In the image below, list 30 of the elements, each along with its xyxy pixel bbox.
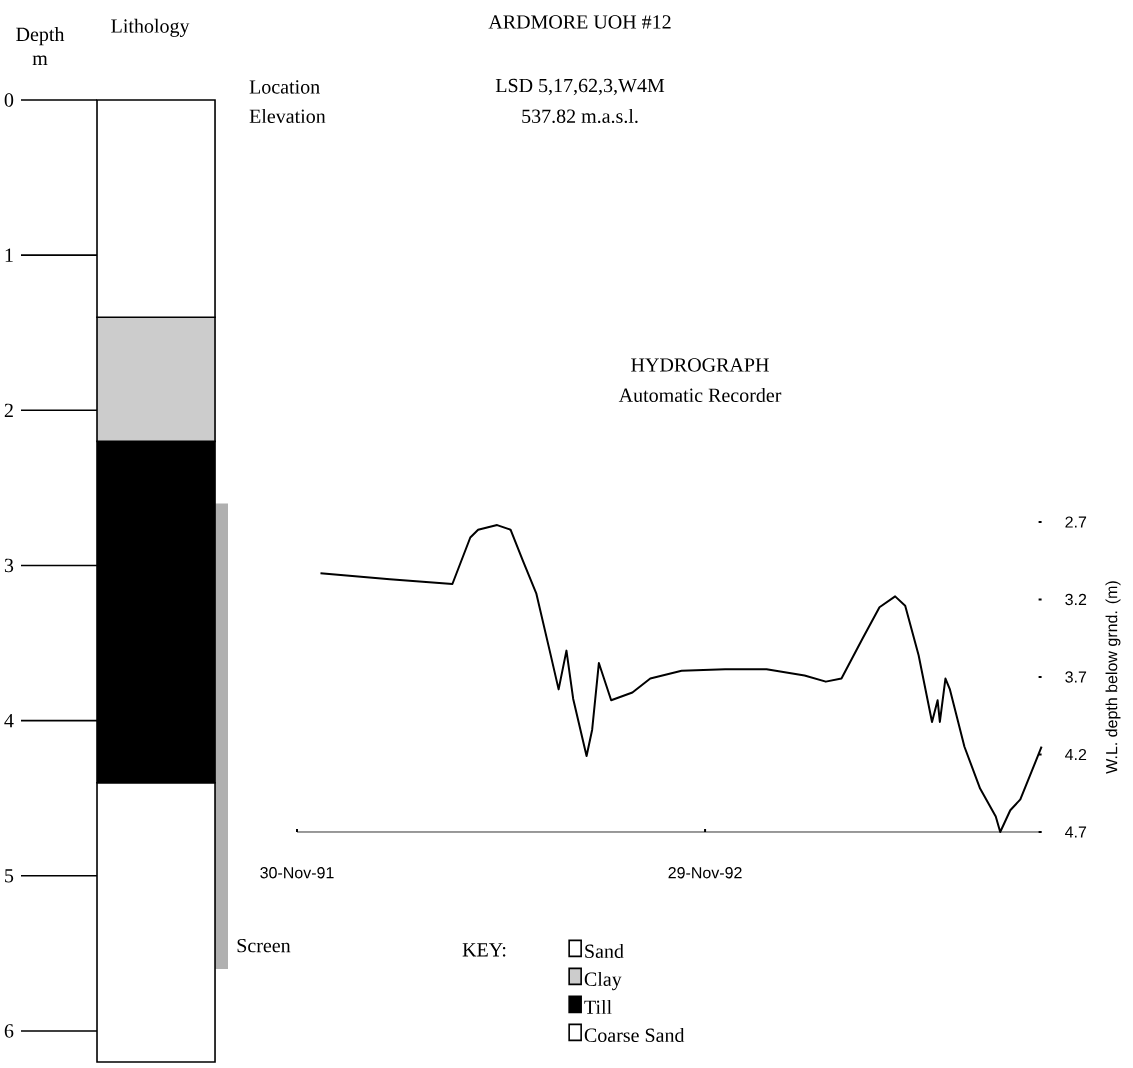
x-tick-label: 30-Nov-91 <box>260 867 334 879</box>
y-axis-title: W.L. depth below grnd. (m) <box>1105 581 1121 774</box>
y-tick-label: 4.2 <box>1065 748 1087 761</box>
legend-title: KEY: <box>462 943 506 957</box>
text: HYDROGRAPH <box>631 358 769 372</box>
legend-label: Clay <box>584 971 622 991</box>
y-tick-label: 1 <box>5 248 13 262</box>
y-tick-label: 2.7 <box>1065 516 1087 528</box>
band-label: Screen <box>237 938 291 953</box>
chart-title: ARDMORE UOH #12 <box>488 15 671 29</box>
y-tick-label: 6 <box>4 1024 14 1038</box>
text: Elevation <box>249 108 326 124</box>
text: LSD 5,17,62,3,W4M <box>495 78 665 96</box>
y-tick-label: 2 <box>4 403 13 417</box>
x-tick-label: 29-Nov-92 <box>668 867 742 879</box>
y-tick-label: 4 <box>4 714 14 728</box>
legend-label: Coarse Sand <box>584 1027 685 1043</box>
y-tick-label: 3.7 <box>1065 671 1087 683</box>
text: Location <box>249 80 320 94</box>
y-tick-label: 0 <box>4 93 14 107</box>
y-tick-label: 3.2 <box>1065 593 1087 606</box>
x-axis-title: Lithology <box>111 18 190 37</box>
y-tick-label: 4.7 <box>1065 826 1087 838</box>
legend-label: Sand <box>585 943 624 959</box>
y-tick-label: 5 <box>5 869 14 883</box>
legend-label: Till <box>584 999 612 1014</box>
text: 537.82 m.a.s.l. <box>522 108 638 124</box>
y-tick-label: 3 <box>4 558 14 573</box>
text: Automatic Recorder <box>618 387 782 403</box>
y-axis-title: Depth m <box>16 27 65 65</box>
